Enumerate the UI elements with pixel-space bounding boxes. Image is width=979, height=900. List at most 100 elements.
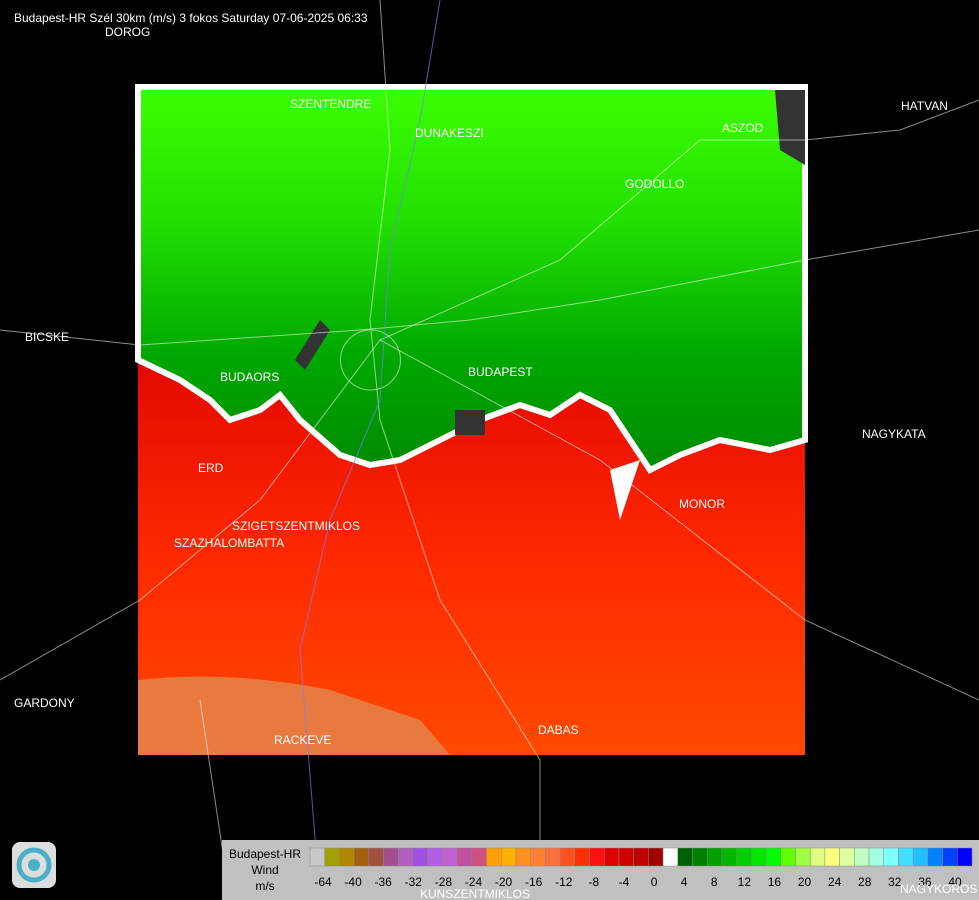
legend-label: 24 [828, 875, 842, 889]
legend-swatch [795, 847, 811, 867]
legend-swatch [957, 847, 973, 867]
legend-swatch [868, 847, 884, 867]
legend-swatch [662, 847, 679, 867]
place-label: RACKEVE [274, 733, 331, 747]
legend-label: -4 [619, 875, 630, 889]
place-label: DUNAKESZI [415, 126, 484, 140]
legend-swatch [339, 847, 355, 867]
legend-swatch [559, 847, 576, 867]
legend-label: -28 [435, 875, 453, 889]
place-labels: KUNSZENTMIKLOS NAGYKOROS [420, 882, 977, 900]
legend-swatch [515, 847, 531, 867]
legend-label: -20 [495, 875, 513, 889]
legend-swatch [412, 847, 428, 867]
legend-swatch [545, 847, 561, 867]
legend-swatch [824, 847, 840, 867]
place-label: HATVAN [901, 99, 948, 113]
legend-label: 28 [858, 875, 872, 889]
legend-label: 16 [768, 875, 782, 889]
legend-label: 4 [681, 875, 688, 889]
legend-label: 12 [738, 875, 752, 889]
legend-title: Budapest-HR [229, 847, 301, 861]
legend-swatch [809, 847, 826, 867]
legend-swatch [471, 847, 487, 867]
legend-swatch [309, 847, 325, 867]
legend-swatch [883, 847, 899, 867]
legend-swatch [751, 847, 767, 867]
legend-swatch [574, 847, 590, 867]
place-label: SZENTENDRE [290, 97, 371, 111]
place-label: NAGYKATA [862, 427, 926, 441]
legend-swatch [368, 847, 384, 867]
legend-swatch [324, 847, 340, 867]
legend-swatch [398, 847, 414, 867]
legend-label: 8 [711, 875, 718, 889]
place-label: ERD [198, 461, 224, 475]
legend-swatch [706, 847, 723, 867]
legend-swatch [780, 847, 796, 867]
legend-swatch [677, 847, 693, 867]
legend-swatch [500, 847, 517, 867]
legend-swatch [854, 847, 870, 867]
legend-swatch [383, 847, 399, 867]
header-title: Budapest-HR Szél 30km (m/s) 3 fokos Satu… [14, 11, 368, 25]
place-label: KUNSZENTMIKLOS [420, 887, 530, 900]
radar-far-south [138, 676, 450, 755]
legend-swatch [648, 847, 664, 867]
legend-label: 32 [888, 875, 902, 889]
no-data [455, 410, 485, 435]
legend-swatch [942, 847, 958, 867]
legend-swatch [618, 847, 634, 867]
legend-swatch [721, 847, 737, 867]
place-label: DABAS [538, 723, 579, 737]
legend-swatch [442, 847, 458, 867]
place-label: GARDONY [14, 696, 75, 710]
legend-label: -8 [589, 875, 600, 889]
place-label: ASZOD [722, 121, 764, 135]
legend-swatch [839, 847, 855, 867]
legend-swatch [353, 847, 370, 867]
place-labels: DOROG SZENTENDRE DUNAKESZI ASZOD HATVAN GODOL… [14, 25, 948, 747]
place-label: GODOLLO [625, 177, 684, 191]
legend-swatch [530, 847, 546, 867]
legend-label: 0 [651, 875, 658, 889]
legend-label: -16 [525, 875, 543, 889]
legend-swatch [912, 847, 929, 867]
legend-label: 40 [948, 875, 962, 889]
legend-swatch [692, 847, 708, 867]
place-label: MONOR [679, 497, 725, 511]
place-label: SZIGETSZENTMIKLOS [232, 519, 360, 533]
place-label: BUDAORS [220, 370, 279, 384]
no-data [775, 90, 805, 165]
legend-label: -36 [375, 875, 393, 889]
legend-swatch [633, 847, 649, 867]
legend-swatch [898, 847, 914, 867]
legend-label: -40 [344, 875, 362, 889]
place-label: DOROG [105, 25, 150, 39]
legend-label: -32 [405, 875, 423, 889]
legend-swatch [603, 847, 620, 867]
velocity-fold [610, 460, 640, 520]
legend-swatch [427, 847, 443, 867]
legend-unit: m/s [255, 879, 274, 893]
legend-swatch [765, 847, 782, 867]
place-label: SZAZHALOMBATTA [174, 536, 284, 550]
legend-swatch [927, 847, 943, 867]
place-label: NAGYKOROS [900, 882, 977, 896]
legend-label: -64 [314, 875, 332, 889]
legend-label: -24 [465, 875, 483, 889]
river [299, 0, 441, 900]
legend-swatch [486, 847, 502, 867]
place-label: BUDAPEST [468, 365, 533, 379]
legend-swatch [589, 847, 605, 867]
legend-label: 36 [918, 875, 932, 889]
legend-quantity: Wind [251, 863, 278, 877]
logo [12, 842, 56, 888]
legend-label: -12 [555, 875, 573, 889]
legend-swatch [456, 847, 473, 867]
place-label: BICSKE [25, 330, 69, 344]
legend-label: 20 [798, 875, 812, 889]
legend-swatch [736, 847, 752, 867]
